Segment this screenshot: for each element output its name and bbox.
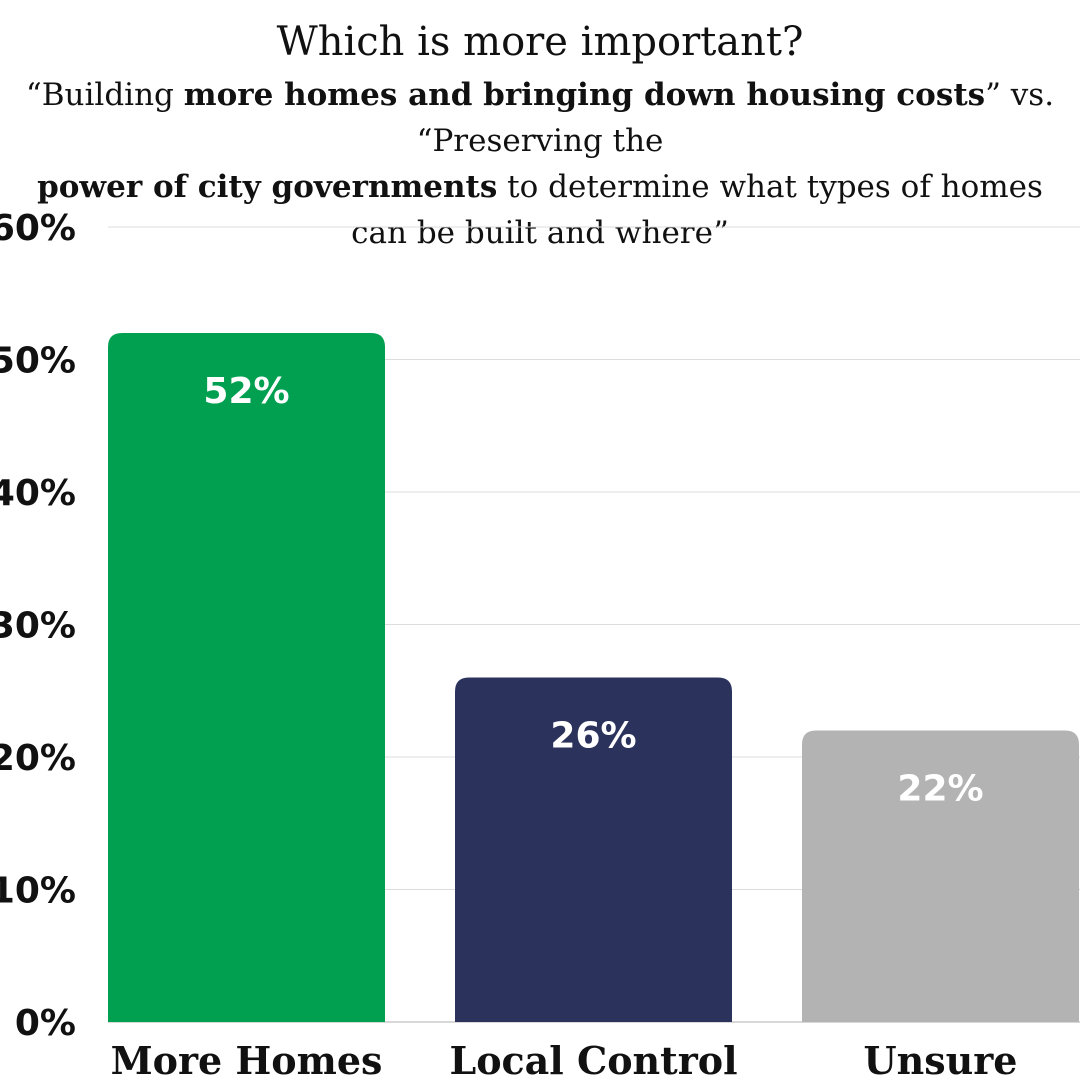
x-tick-label: Unsure [864,1038,1018,1080]
data-label: 22% [897,769,983,810]
x-tick-label: Local Control [449,1038,737,1080]
y-tick-label: 10% [0,871,76,912]
y-tick-label: 60% [0,208,76,249]
subtitle-part-bold: power of city governments [37,169,498,205]
bar-unsure [802,730,1079,1022]
bar-local-control [455,677,732,1022]
subtitle-part: “Building [25,77,184,113]
bar-more-homes [108,333,385,1022]
y-tick-label: 40% [0,473,76,514]
subtitle-part: ” vs. “Preserving the [416,77,1055,159]
y-tick-label: 0% [15,1003,76,1044]
chart-subtitle: “Building more homes and bringing down h… [20,72,1060,256]
y-tick-label: 30% [0,606,76,647]
subtitle-part: to determine what types of homes can be … [351,169,1043,251]
x-tick-label: More Homes [111,1038,383,1080]
data-label: 52% [203,371,289,412]
y-tick-label: 50% [0,341,76,382]
subtitle-part-bold: more homes and bringing down housing cos… [183,77,986,113]
data-label: 26% [550,716,636,757]
chart-title: Which is more important? [276,19,804,65]
y-tick-label: 20% [0,738,76,779]
